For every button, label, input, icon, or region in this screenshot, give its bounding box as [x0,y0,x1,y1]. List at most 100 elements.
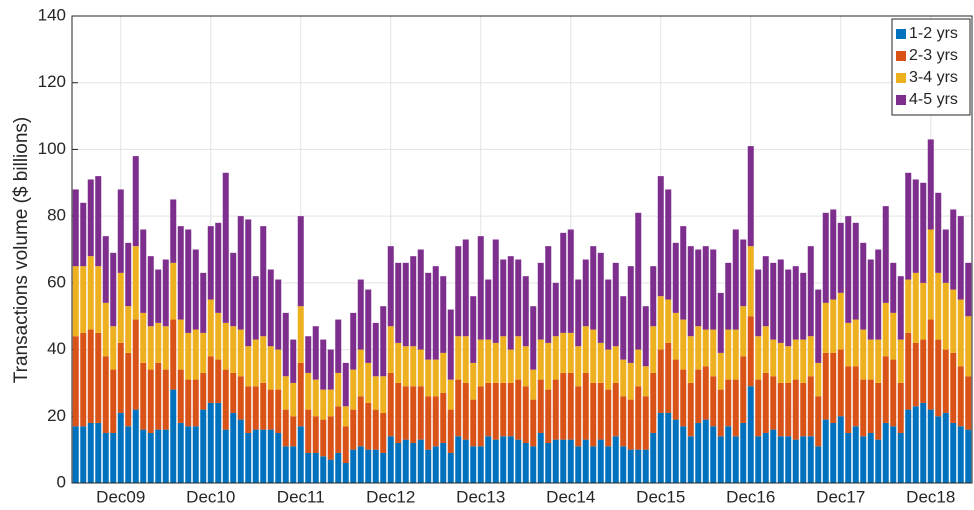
bar-segment [440,276,447,353]
bar-segment [852,426,859,483]
bar-segment [830,299,837,353]
y-tick-label: 80 [47,206,66,225]
bar-segment [852,366,859,427]
x-tick-label: Dec14 [546,487,595,506]
bar-segment [537,379,544,433]
bar-segment [237,216,244,330]
bar-segment [920,182,927,283]
bar-segment [605,279,612,350]
bar-segment [732,229,739,330]
bar-segment [425,396,432,450]
bar-segment [582,326,589,373]
bar-segment [267,346,274,390]
bar-segment [402,346,409,387]
bar-segment [567,229,574,333]
bar-segment [807,246,814,337]
bar-segment [155,362,162,430]
bar-segment [575,386,582,447]
bar-segment [657,296,664,350]
bar-segment [492,342,499,383]
bar-segment [275,389,282,433]
bar-segment [875,249,882,340]
bar-segment [200,409,207,483]
bar-segment [177,422,184,483]
bar-segment [455,436,462,483]
bar-segment [177,319,184,370]
bar-segment [710,376,717,427]
bar-segment [132,246,139,320]
bar-segment [102,236,109,303]
bar-segment [102,432,109,483]
bar-segment [462,336,469,383]
bar-segment [522,386,529,443]
bar-segment [695,369,702,423]
bar-segment [275,279,282,350]
bar-segment [612,346,619,383]
bar-segment [830,422,837,483]
x-tick-label: Dec16 [726,487,775,506]
bar-segment [620,359,627,397]
bar-segment [252,339,259,387]
bar-segment [500,436,507,483]
bar-segment [950,289,957,353]
bar-segment [320,456,327,483]
bar-segment [822,302,829,353]
bar-segment [342,406,349,427]
bar-segment [950,209,957,290]
bar-segment [372,409,379,450]
bar-segment [102,356,109,433]
plot-frame [71,15,973,484]
bar-segment [440,352,447,393]
bar-segment [357,446,364,483]
bar-segment [462,439,469,483]
bar-segment [252,386,259,430]
bar-segment [117,412,124,483]
bar-segment [125,242,132,307]
bar-segment [447,309,454,380]
y-tick-label: 120 [38,72,66,91]
bar-segment [267,269,274,347]
bar-segment [305,409,312,453]
bar-segment [327,389,334,417]
bar-segment [702,366,709,420]
bar-segment [147,432,154,483]
bar-segment [552,336,559,380]
legend-swatch [896,29,906,39]
bar-segment [395,382,402,443]
bar-segment [725,262,732,330]
bar-segment [365,362,372,403]
bar-segment [440,392,447,443]
bar-segment [185,332,192,380]
bar-segment [335,319,342,373]
bar-segment [680,426,687,483]
bar-segment [327,459,334,483]
bar-segment [275,432,282,483]
bar-segment [777,436,784,483]
bar-segment [125,306,132,353]
bar-segment [72,189,79,267]
bar-segment [485,339,492,383]
bar-segment [717,389,724,437]
bar-segment [597,252,604,343]
bar-segment [500,259,507,337]
bar-segment [410,442,417,483]
bar-segment [312,416,319,453]
bar-segment [650,372,657,433]
x-tick-label: Dec13 [456,487,505,506]
bar-segment [207,402,214,483]
bar-segment [860,329,867,380]
bar-segment [642,396,649,450]
bar-segment [485,279,492,340]
bar-segment [935,416,942,483]
bar-segment [890,426,897,483]
bar-segment [912,179,919,273]
bar-segment [282,446,289,483]
bar-segment [447,452,454,483]
bar-segment [350,312,357,370]
bar-segment [305,336,312,373]
bar-segment [395,262,402,343]
bar-segment [72,266,79,337]
bar-segment [477,236,484,340]
bar-segment [207,226,214,300]
bar-segment [380,412,387,453]
